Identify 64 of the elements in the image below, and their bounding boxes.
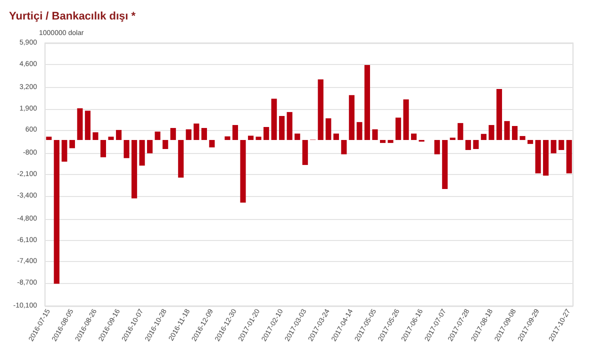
- bar: [84, 110, 90, 140]
- bar: [100, 140, 106, 158]
- bar: [124, 140, 130, 158]
- bar: [535, 140, 541, 174]
- bar: [372, 129, 378, 140]
- bar: [186, 129, 192, 140]
- bar: [46, 136, 52, 140]
- bar: [364, 65, 370, 140]
- bar: [341, 140, 347, 154]
- bar: [194, 124, 200, 140]
- bar: [333, 134, 339, 140]
- bar: [465, 140, 471, 150]
- bar: [77, 108, 83, 140]
- bar: [264, 126, 270, 140]
- bar: [528, 140, 534, 144]
- bar: [139, 140, 145, 166]
- bar: [403, 99, 409, 140]
- bar: [132, 140, 138, 198]
- bar: [318, 79, 324, 140]
- bar: [473, 140, 479, 150]
- bar: [442, 140, 448, 189]
- bar: [550, 140, 556, 154]
- bar: [108, 136, 114, 140]
- bar: [496, 89, 502, 140]
- bar: [170, 128, 176, 140]
- bar: [520, 136, 526, 140]
- bar: [566, 140, 572, 174]
- bar: [388, 140, 394, 143]
- bar: [271, 98, 277, 140]
- bar: [209, 140, 215, 148]
- bar: [162, 140, 168, 150]
- bar: [92, 132, 98, 140]
- bar: [240, 140, 246, 203]
- chart-title: Yurtiçi / Bankacılık dışı *: [9, 10, 136, 22]
- bar: [279, 116, 285, 140]
- bar: [380, 140, 386, 143]
- bar: [286, 112, 292, 140]
- bar: [356, 122, 362, 140]
- bar: [147, 140, 153, 154]
- bar: [480, 134, 486, 140]
- bar: [248, 136, 254, 140]
- bar: [396, 118, 402, 140]
- bar: [224, 136, 230, 140]
- bar: [504, 121, 510, 140]
- bar: [512, 126, 518, 140]
- bar: [62, 140, 68, 162]
- bar: [458, 123, 464, 140]
- bar: [294, 134, 300, 140]
- bar: [558, 140, 564, 150]
- bar: [54, 140, 60, 284]
- bar: [434, 140, 440, 154]
- bar: [154, 132, 160, 140]
- bar: [543, 140, 549, 176]
- bar: [178, 140, 184, 178]
- bar: [116, 130, 122, 140]
- bar: [256, 136, 262, 140]
- bar: [302, 140, 308, 165]
- bar: [348, 95, 354, 140]
- bar: [488, 125, 494, 140]
- bar: [232, 125, 238, 140]
- bar: [201, 128, 207, 140]
- bar: [411, 134, 417, 140]
- bar: [326, 118, 332, 140]
- bar: [69, 140, 75, 148]
